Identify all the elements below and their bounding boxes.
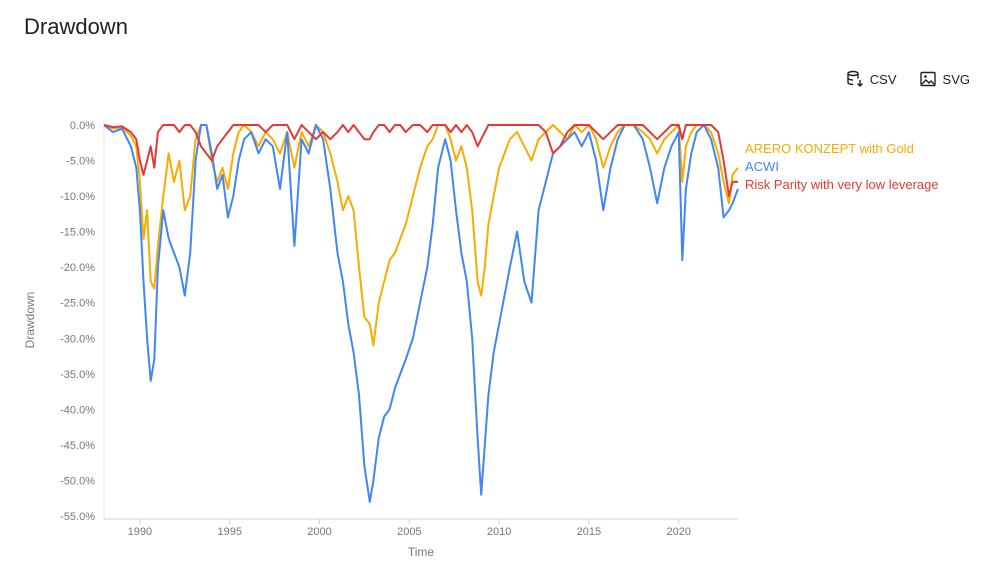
- chart-toolbar: CSV SVG: [846, 70, 970, 88]
- y-tick-label: -40.0%: [60, 404, 95, 416]
- x-tick-label: 2010: [487, 526, 511, 538]
- y-axis-title: Drawdown: [23, 292, 37, 349]
- x-tick-label: 2005: [397, 526, 421, 538]
- x-tick-label: 2015: [577, 526, 601, 538]
- series-line-2: [103, 124, 738, 198]
- y-tick-label: -45.0%: [60, 440, 95, 452]
- x-tick-label: 2000: [307, 526, 331, 538]
- export-svg-label: SVG: [942, 71, 970, 87]
- y-tick-label: -25.0%: [60, 298, 95, 310]
- y-tick-label: -10.0%: [60, 191, 95, 203]
- legend-item-0[interactable]: ARERO KONZEPT with Gold: [745, 141, 914, 156]
- x-axis: 1990 1995 2000 2005 2010 2015 2020: [104, 518, 738, 538]
- legend: ARERO KONZEPT with Gold ACWI Risk Parity w…: [745, 141, 939, 192]
- database-download-icon: [847, 70, 863, 87]
- legend-item-1[interactable]: ACWI: [745, 159, 779, 174]
- x-tick-label: 1990: [128, 526, 152, 538]
- x-tick-label: 1995: [217, 526, 241, 538]
- series-line-0: [103, 124, 739, 347]
- x-axis-title: Time: [408, 545, 435, 559]
- x-tick-label: 2020: [666, 526, 690, 538]
- legend-item-2[interactable]: Risk Parity with very low leverage: [745, 177, 939, 192]
- y-tick-label: -55.0%: [60, 511, 95, 523]
- image-icon: [919, 71, 936, 87]
- series-layer: [103, 124, 739, 503]
- y-tick-label: -30.0%: [60, 333, 95, 345]
- series-line-1: [103, 124, 739, 503]
- y-axis: 0.0% -5.0% -10.0% -15.0% -20.0% -25.0% -30.0% -…: [60, 120, 105, 523]
- page-title: Drawdown: [24, 14, 128, 39]
- export-csv-label: CSV: [869, 71, 897, 87]
- y-tick-label: -15.0%: [60, 227, 95, 239]
- y-tick-label: 0.0%: [70, 120, 95, 132]
- y-tick-label: -50.0%: [60, 475, 95, 487]
- y-tick-label: -35.0%: [60, 369, 95, 381]
- export-svg-button[interactable]: SVG: [919, 70, 970, 88]
- y-tick-label: -5.0%: [66, 156, 95, 168]
- y-tick-label: -20.0%: [60, 262, 95, 274]
- export-csv-button[interactable]: CSV: [846, 70, 897, 88]
